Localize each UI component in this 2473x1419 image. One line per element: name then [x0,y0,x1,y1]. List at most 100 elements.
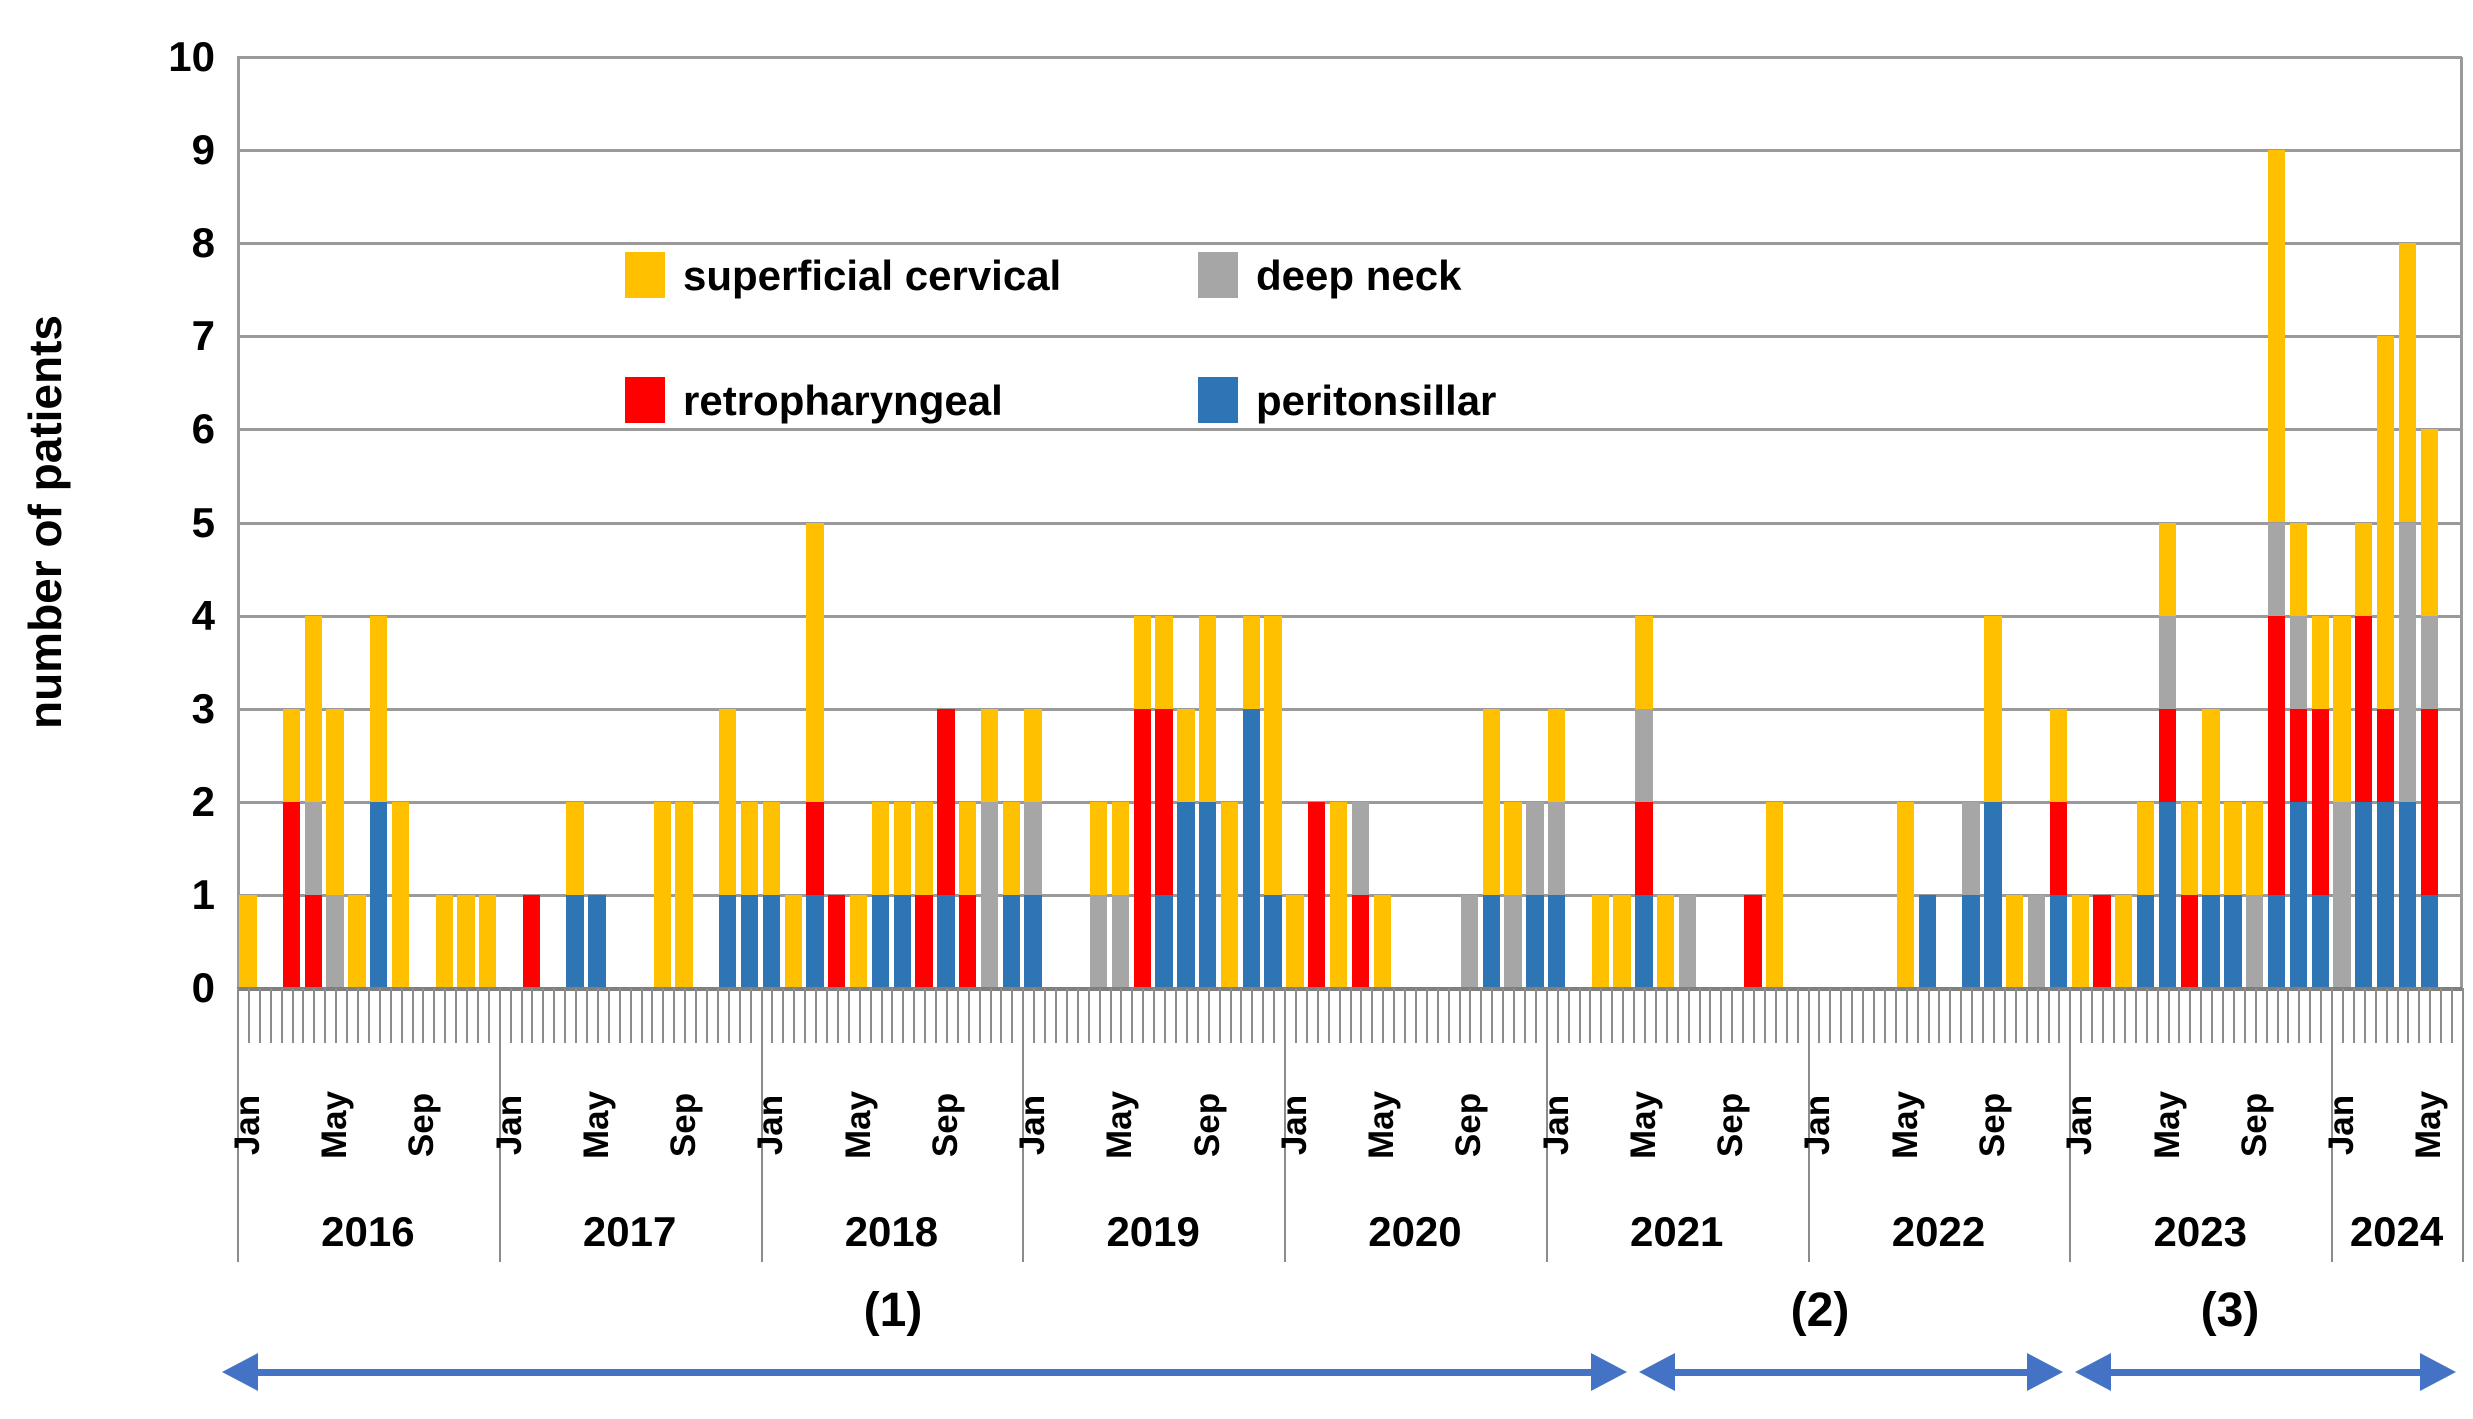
bar-2022-m6-peritonsillar [1918,894,1937,988]
x-minor-tick [1971,988,1974,1043]
bar-2018-m7-superficial [893,801,911,895]
x-minor-tick [716,988,719,1043]
x-minor-tick [2156,988,2159,1043]
x-minor-tick [2222,988,2225,1043]
bar-2023-m10-retropharyngeal [2267,615,2286,895]
plot-left-border [237,57,240,988]
x-minor-tick [1578,988,1581,1043]
x-minor-tick [1327,988,1330,1043]
bar-2023-m6-retropharyngeal [2180,894,2198,988]
x-minor-tick [1458,988,1461,1043]
x-minor-tick [1524,988,1526,1043]
x-minor-tick [1709,988,1712,1043]
x-minor-tick [1622,988,1625,1043]
x-minor-tick [2374,988,2377,1043]
x-minor-tick [1371,988,1374,1043]
bar-2019-m12-superficial [1264,615,1282,895]
x-minor-tick [1611,988,1614,1043]
bar-2016-m10-superficial [435,894,453,988]
bar-2020-m10-superficial [1482,708,1500,895]
x-minor-tick [2058,988,2061,1043]
bar-2023-m12-peritonsillar [2311,894,2329,988]
bar-2022-m8-deep_neck [1962,801,1980,895]
y-tick-label-0: 0 [191,964,215,1011]
bar-2023-m5-deep_neck [2158,615,2177,709]
bar-2020-m9-deep_neck [1460,894,1479,988]
x-month-label-May-2018: May [838,1090,878,1160]
bar-2023-m5-superficial [2158,522,2177,616]
bar-2018-m10-retropharyngeal [959,894,977,988]
bar-2016-m7-peritonsillar [370,801,388,988]
bar-2016-m5-deep_neck [326,894,344,988]
x-minor-tick [2178,988,2181,1043]
year-separator [1545,988,1548,1262]
bar-2020-m4-deep_neck [1351,801,1369,895]
bar-2018-m12-superficial [1002,801,1020,895]
x-minor-tick [1927,988,1930,1043]
x-minor-tick [1862,988,1865,1043]
x-minor-tick [978,988,981,1043]
x-minor-tick [1229,988,1232,1043]
x-minor-tick [1349,988,1352,1043]
bar-2023-m7-peritonsillar [2202,894,2220,988]
bar-2023-m11-superficial [2289,522,2307,616]
phase-arrow-head-left-2 [1639,1353,1676,1391]
bar-2020-m5-superficial [1373,894,1391,988]
x-month-label-May-2024: May [2409,1090,2449,1160]
bar-2024-m1-superficial [2333,615,2351,802]
x-minor-tick [1916,988,1919,1043]
x-minor-tick [727,988,730,1043]
bar-2019-m1-deep_neck [1024,801,1042,895]
x-minor-tick [935,988,938,1043]
bar-2018-m11-superficial [980,708,999,802]
x-minor-tick [2265,988,2268,1043]
x-minor-tick [1633,988,1636,1043]
x-minor-tick [1491,988,1494,1043]
x-minor-tick [258,988,261,1043]
x-minor-tick [1960,988,1963,1043]
x-year-label-2016: 2016 [321,1208,415,1255]
bar-2019-m6-retropharyngeal [1133,708,1151,988]
x-minor-tick [1414,988,1417,1043]
x-minor-tick [1654,988,1657,1043]
bar-2023-m5-peritonsillar [2158,801,2177,988]
gridline-y-9 [237,149,2462,153]
x-minor-tick [2385,988,2388,1043]
bar-2021-m1-superficial [1548,708,1566,802]
gridline-y-8 [237,242,2462,246]
x-minor-tick [2091,988,2094,1043]
gridline-y-1 [237,893,2462,897]
x-month-label-Jan-2020: Jan [1274,1094,1314,1156]
x-minor-tick [989,988,992,1043]
x-minor-tick [2047,988,2050,1043]
x-minor-tick [1164,988,1167,1043]
y-tick-label-7: 7 [191,312,215,360]
x-minor-tick [1698,988,1701,1043]
y-tick-label-8: 8 [191,219,215,267]
x-minor-tick [1196,988,1199,1043]
x-minor-tick [825,988,828,1043]
bar-2021-m3-superficial [1591,894,1609,988]
phase-arrow-line-3 [2105,1369,2426,1376]
x-minor-tick [1785,988,1788,1043]
x-minor-tick [411,988,414,1043]
bar-2020-m11-superficial [1504,801,1522,895]
bar-2023-m7-superficial [2202,708,2220,895]
bar-2018-m12-peritonsillar [1002,894,1020,988]
bar-2017-m9-superficial [675,801,693,988]
y-tick-label-5: 5 [191,498,215,546]
x-minor-tick [945,988,948,1043]
x-minor-tick [400,988,403,1043]
x-minor-tick [596,988,599,1043]
x-minor-tick [346,988,349,1043]
x-minor-tick [1185,988,1188,1043]
legend-label-retropharyngeal: retropharyngeal [683,377,1003,424]
x-minor-tick [847,988,850,1043]
x-month-label-Sep-2017: Sep [664,1092,704,1158]
x-month-label-Sep-2018: Sep [925,1092,965,1158]
x-minor-tick [2451,988,2454,1043]
x-month-label-Jan-2024: Jan [2322,1094,2362,1156]
x-minor-tick [2342,988,2345,1043]
x-minor-tick [967,988,970,1043]
x-minor-tick [575,988,578,1043]
